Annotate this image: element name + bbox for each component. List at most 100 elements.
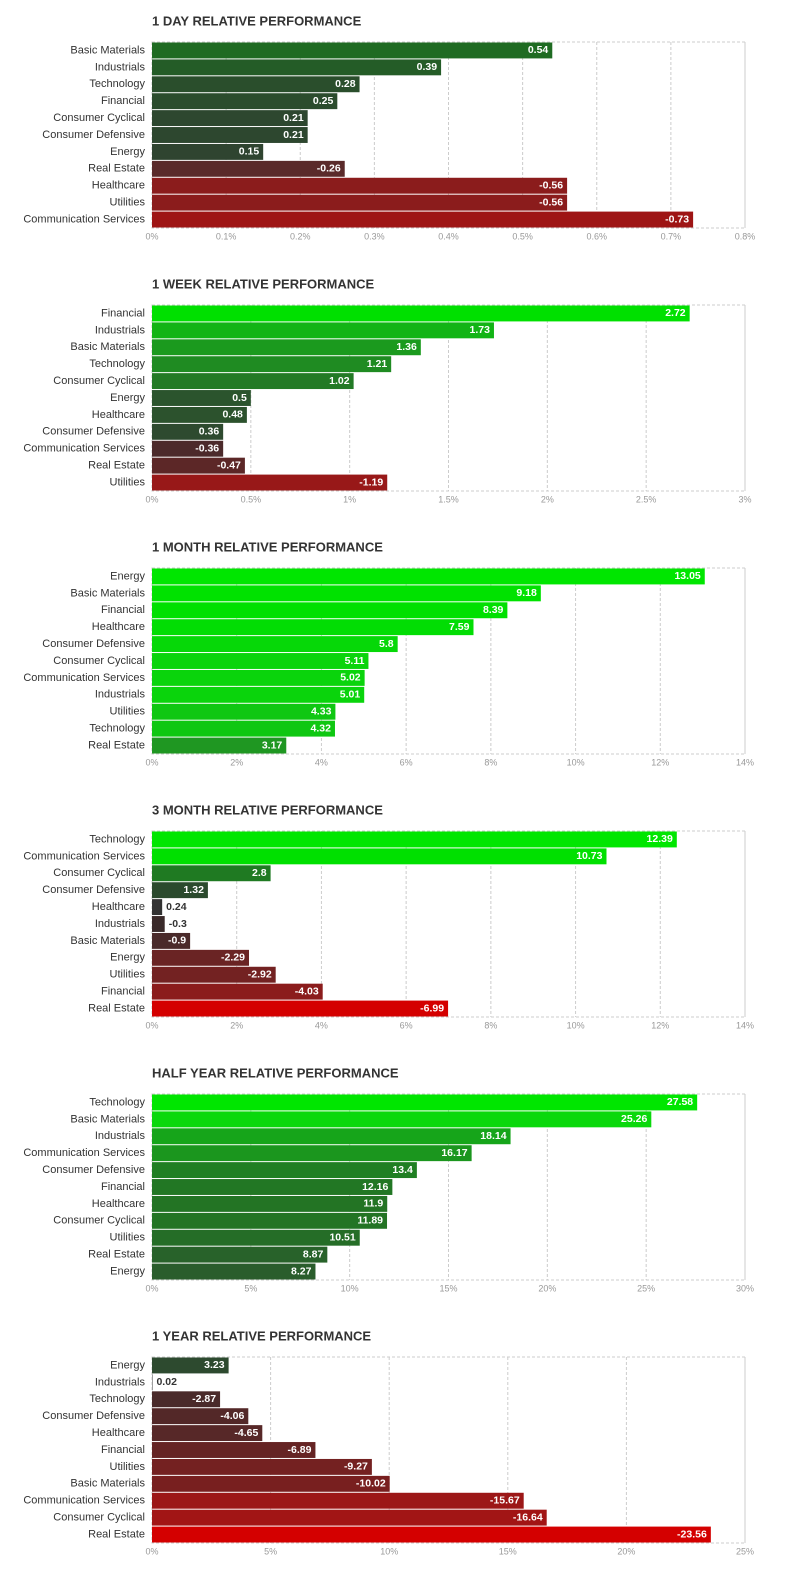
value-label: -23.56 — [677, 1528, 707, 1540]
value-label: -10.02 — [356, 1478, 386, 1490]
x-tick-label: 0.1% — [216, 231, 237, 241]
value-label: 1.32 — [183, 884, 204, 896]
value-label: 1.36 — [396, 341, 417, 353]
x-tick-label: 10% — [380, 1546, 398, 1556]
value-label: 0.54 — [528, 44, 549, 56]
x-tick-label: 15% — [499, 1546, 517, 1556]
x-tick-label: 10% — [567, 1020, 585, 1030]
value-label: 0.5 — [232, 392, 247, 404]
category-label: Energy — [110, 146, 145, 158]
value-label: 3.17 — [262, 739, 283, 751]
value-label: 12.39 — [647, 833, 673, 845]
value-label: 5.01 — [340, 689, 361, 701]
bar — [152, 1357, 229, 1374]
value-label: 0.02 — [156, 1376, 177, 1388]
bar — [152, 916, 165, 932]
category-label: Financial — [101, 307, 145, 319]
chart-title: 1 DAY RELATIVE PERFORMANCE — [152, 13, 362, 28]
bar — [152, 1263, 316, 1280]
bar — [152, 1391, 221, 1408]
x-tick-label: 25% — [736, 1546, 754, 1556]
value-label: 0.25 — [313, 95, 334, 107]
x-tick-label: 2% — [541, 494, 554, 504]
category-label: Utilities — [110, 1461, 146, 1473]
category-label: Real Estate — [88, 1249, 145, 1261]
bar — [152, 42, 553, 59]
bar — [152, 339, 421, 356]
x-tick-label: 6% — [400, 757, 413, 767]
value-label: 7.59 — [449, 621, 470, 633]
category-label: Technology — [89, 1393, 145, 1405]
value-label: 13.05 — [674, 570, 700, 582]
x-tick-label: 0.5% — [241, 494, 262, 504]
bar — [152, 59, 442, 76]
x-tick-label: 0.6% — [586, 231, 607, 241]
category-label: Utilities — [110, 969, 146, 981]
category-label: Utilities — [110, 197, 146, 209]
value-label: -6.89 — [287, 1444, 311, 1456]
value-label: 8.87 — [303, 1248, 324, 1260]
bar — [152, 1246, 328, 1263]
value-label: 0.24 — [166, 901, 187, 913]
category-label: Industrials — [95, 918, 146, 930]
category-label: Technology — [89, 1096, 145, 1108]
bar — [152, 636, 398, 653]
bar — [152, 737, 287, 754]
bar — [152, 390, 251, 406]
bar — [152, 1179, 393, 1195]
category-label: Real Estate — [88, 739, 145, 751]
bar — [152, 1111, 652, 1128]
value-label: 0.21 — [283, 129, 304, 141]
bar — [152, 602, 508, 619]
value-label: 12.16 — [362, 1181, 388, 1193]
value-label: 16.17 — [441, 1147, 467, 1159]
category-label: Consumer Defensive — [42, 884, 145, 896]
value-label: 0.28 — [335, 78, 356, 90]
bar — [152, 474, 388, 491]
value-label: -4.06 — [220, 1410, 244, 1422]
category-label: Basic Materials — [70, 341, 145, 353]
x-tick-label: 3% — [738, 494, 751, 504]
x-tick-label: 2% — [230, 757, 243, 767]
bar — [152, 1195, 388, 1212]
category-label: Healthcare — [92, 1427, 145, 1439]
bar — [152, 669, 365, 686]
value-label: 9.18 — [516, 587, 537, 599]
chart-title: 1 WEEK RELATIVE PERFORMANCE — [152, 276, 375, 291]
bar — [152, 1094, 698, 1111]
bar — [152, 1212, 388, 1229]
category-label: Communication Services — [23, 213, 145, 225]
bar — [152, 1526, 711, 1543]
category-label: Communication Services — [23, 1147, 145, 1159]
category-label: Consumer Defensive — [42, 638, 145, 650]
bar — [152, 899, 163, 916]
x-tick-label: 0.4% — [438, 231, 459, 241]
value-label: 13.4 — [392, 1164, 413, 1176]
bar — [152, 568, 705, 585]
x-tick-label: 20% — [617, 1546, 635, 1556]
bar — [152, 1145, 472, 1162]
bar — [152, 720, 335, 737]
value-label: -0.36 — [195, 443, 219, 455]
category-label: Technology — [89, 78, 145, 90]
value-label: 5.02 — [340, 672, 361, 684]
x-tick-label: 8% — [484, 757, 497, 767]
category-label: Healthcare — [92, 901, 145, 913]
value-label: 25.26 — [621, 1113, 647, 1125]
bar — [152, 619, 474, 636]
bar — [152, 949, 249, 966]
value-label: 0.15 — [239, 146, 260, 158]
bar — [152, 1492, 524, 1509]
category-label: Healthcare — [92, 409, 145, 421]
x-tick-label: 0% — [145, 494, 158, 504]
x-tick-label: 14% — [736, 757, 754, 767]
x-tick-label: 10% — [567, 757, 585, 767]
bar — [152, 356, 392, 373]
value-label: -0.26 — [317, 163, 341, 175]
category-label: Technology — [89, 833, 145, 845]
bar — [152, 127, 308, 143]
bar — [152, 848, 607, 865]
category-label: Consumer Cyclical — [53, 1512, 145, 1524]
